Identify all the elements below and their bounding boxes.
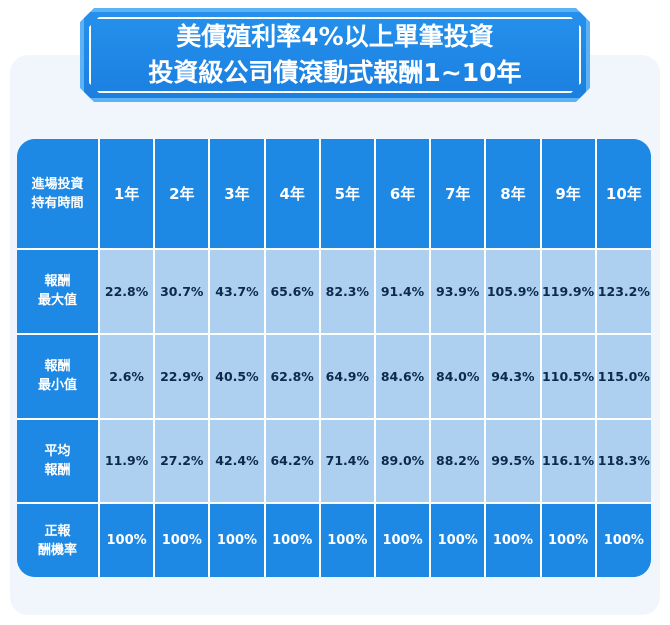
table-cell: 82.3% bbox=[318, 248, 376, 335]
corner-label-line-2: 持有時間 bbox=[31, 195, 84, 211]
row-label-line-2: 最大值 bbox=[37, 293, 77, 309]
table-cell: 100% bbox=[153, 502, 211, 577]
table-cell: 100% bbox=[208, 502, 266, 577]
table-cell: 100% bbox=[539, 502, 597, 577]
row-label: 正報 酬機率 bbox=[17, 502, 100, 577]
title-line-2: 投資級公司債滾動式報酬1~10年 bbox=[148, 58, 522, 87]
year-header: 7年 bbox=[429, 139, 487, 250]
year-header: 6年 bbox=[373, 139, 432, 250]
table-cell: 84.6% bbox=[373, 332, 432, 420]
table-cell: 119.9% bbox=[539, 248, 597, 335]
table-row-min-return: 報酬 最小值 2.6% 22.9% 40.5% 62.8% 64.9% 84.6… bbox=[17, 332, 651, 420]
table-cell: 43.7% bbox=[208, 248, 266, 335]
table-cell: 94.3% bbox=[484, 332, 542, 420]
table-cell: 100% bbox=[373, 502, 432, 577]
table-cell: 88.2% bbox=[429, 417, 487, 505]
table-cell: 116.1% bbox=[539, 417, 597, 505]
table-cell: 93.9% bbox=[429, 248, 487, 335]
table-cell: 22.8% bbox=[97, 248, 156, 335]
row-label: 報酬 最小值 bbox=[17, 332, 100, 420]
year-header: 1年 bbox=[97, 139, 156, 250]
table-cell: 64.9% bbox=[318, 332, 376, 420]
table-cell: 91.4% bbox=[373, 248, 432, 335]
corner-header: 進場投資 持有時間 bbox=[17, 139, 100, 250]
table-cell: 100% bbox=[429, 502, 487, 577]
table-row-avg-return: 平均 報酬 11.9% 27.2% 42.4% 64.2% 71.4% 89.0… bbox=[17, 417, 651, 505]
table-cell: 118.3% bbox=[594, 417, 651, 505]
year-header: 9年 bbox=[539, 139, 597, 250]
title-banner: 美債殖利率4%以上單筆投資 投資級公司債滾動式報酬1~10年 bbox=[80, 8, 590, 102]
corner-label-line-1: 進場投資 bbox=[31, 176, 84, 192]
row-label: 報酬 最大值 bbox=[17, 248, 100, 335]
title-line-1: 美債殖利率4%以上單筆投資 bbox=[176, 22, 494, 51]
table-cell: 115.0% bbox=[594, 332, 651, 420]
table-cell: 11.9% bbox=[97, 417, 156, 505]
year-header: 8年 bbox=[484, 139, 542, 250]
table-cell: 84.0% bbox=[429, 332, 487, 420]
table-row-positive-probability: 正報 酬機率 100% 100% 100% 100% 100% 100% 100… bbox=[17, 502, 651, 577]
table-cell: 30.7% bbox=[153, 248, 211, 335]
year-header: 4年 bbox=[263, 139, 321, 250]
table-row-max-return: 報酬 最大值 22.8% 30.7% 43.7% 65.6% 82.3% 91.… bbox=[17, 248, 651, 335]
row-label-line-1: 正報 bbox=[44, 523, 71, 539]
table-cell: 65.6% bbox=[263, 248, 321, 335]
table-cell: 40.5% bbox=[208, 332, 266, 420]
table-cell: 99.5% bbox=[484, 417, 542, 505]
table-cell: 62.8% bbox=[263, 332, 321, 420]
table-cell: 100% bbox=[97, 502, 156, 577]
row-label: 平均 報酬 bbox=[17, 417, 100, 505]
table-cell: 100% bbox=[484, 502, 542, 577]
row-label-line-1: 報酬 bbox=[44, 274, 71, 290]
table-cell: 100% bbox=[594, 502, 651, 577]
year-header: 10年 bbox=[594, 139, 651, 250]
table-cell: 123.2% bbox=[594, 248, 651, 335]
row-label-line-1: 報酬 bbox=[44, 359, 71, 375]
table-cell: 105.9% bbox=[484, 248, 542, 335]
row-label-line-1: 平均 bbox=[44, 443, 71, 459]
table-cell: 64.2% bbox=[263, 417, 321, 505]
table-cell: 22.9% bbox=[153, 332, 211, 420]
table-cell: 100% bbox=[263, 502, 321, 577]
row-label-line-2: 酬機率 bbox=[37, 542, 77, 558]
year-header: 5年 bbox=[318, 139, 376, 250]
table-cell: 71.4% bbox=[318, 417, 376, 505]
table-cell: 42.4% bbox=[208, 417, 266, 505]
table-cell: 2.6% bbox=[97, 332, 156, 420]
year-header: 2年 bbox=[153, 139, 211, 250]
year-header: 3年 bbox=[208, 139, 266, 250]
row-label-line-2: 報酬 bbox=[44, 462, 71, 478]
header-row: 進場投資 持有時間 1年 2年 3年 4年 5年 6年 7年 8年 9年 10年 bbox=[17, 139, 651, 250]
returns-table: 進場投資 持有時間 1年 2年 3年 4年 5年 6年 7年 8年 9年 10年… bbox=[17, 139, 651, 577]
table-cell: 27.2% bbox=[153, 417, 211, 505]
row-label-line-2: 最小值 bbox=[37, 378, 77, 394]
table-cell: 89.0% bbox=[373, 417, 432, 505]
table-cell: 110.5% bbox=[539, 332, 597, 420]
table-cell: 100% bbox=[318, 502, 376, 577]
